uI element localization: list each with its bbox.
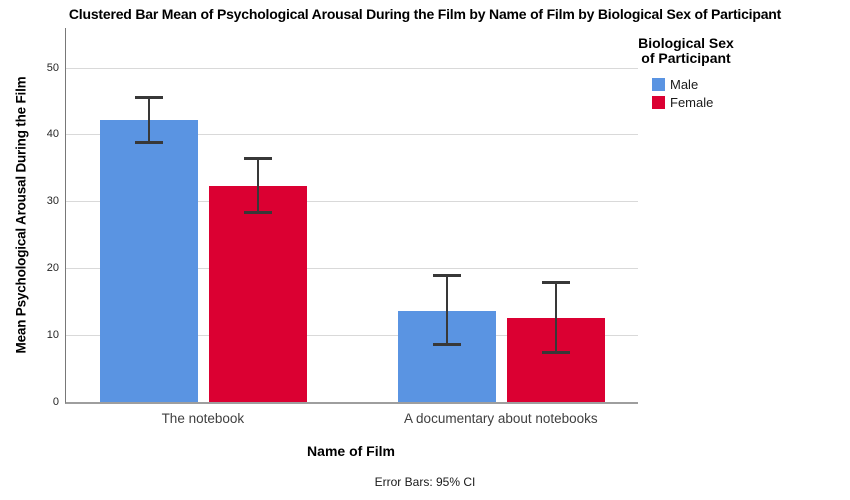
y-tick-label-0: 0 [52,395,59,408]
error-bar-cap-top-male-the-notebook [135,95,164,99]
legend-item-male: Male [652,77,746,92]
error-bar-cap-top-female-a-documentary-about-notebooks [542,281,571,285]
error-bar-cap-bottom-male-the-notebook [135,140,164,144]
gridline-y-40 [66,134,638,136]
bar-female-the-notebook [209,185,308,402]
legend-items: Male Female [652,77,746,110]
bar-male-the-notebook [100,120,199,402]
y-tick-label-50: 50 [46,61,59,74]
y-tick-label-40: 40 [46,128,59,141]
y-axis-label: Mean Psychological Arousal During the Fi… [13,76,29,354]
x-category-label-a-documentary-about-notebooks: A documentary about notebooks [404,411,598,426]
legend-title: Biological Sex of Participant [638,35,734,66]
plot-area [65,28,638,404]
error-bar-cap-top-female-the-notebook [244,156,273,160]
y-tick-label-20: 20 [46,261,59,274]
error-bars-footnote: Error Bars: 95% CI [374,475,476,489]
gridline-y-30 [66,201,638,203]
legend-label-male: Male [670,77,699,92]
gridline-y-50 [66,67,638,69]
legend-swatch-male [652,78,665,91]
x-category-label-the-notebook: The notebook [161,411,245,426]
error-bar-cap-bottom-female-the-notebook [244,210,273,214]
legend-swatch-female [652,96,665,109]
chart-title: Clustered Bar Mean of Psychological Arou… [68,6,782,22]
legend: Biological Sex of Participant Male Female [636,36,746,113]
x-axis-title: Name of Film [307,443,395,459]
error-bar-line-female-a-documentary-about-notebooks [555,282,558,354]
y-tick-label-30: 30 [46,195,59,208]
gridline-y-10 [66,334,638,336]
error-bar-line-male-a-documentary-about-notebooks [446,275,449,346]
error-bar-cap-bottom-female-a-documentary-about-notebooks [542,351,571,355]
legend-item-female: Female [652,95,746,110]
gridline-y-20 [66,267,638,269]
error-bar-cap-top-male-a-documentary-about-notebooks [433,274,462,278]
y-tick-label-10: 10 [46,328,59,341]
legend-label-female: Female [670,95,714,110]
error-bar-cap-bottom-male-a-documentary-about-notebooks [433,343,462,347]
error-bar-line-female-the-notebook [257,157,260,213]
error-bar-line-male-the-notebook [148,96,151,143]
